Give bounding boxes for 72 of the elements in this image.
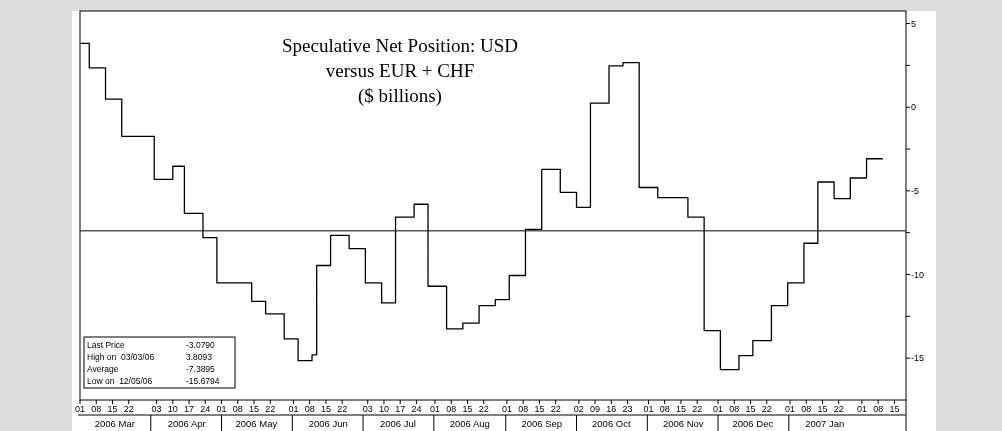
x-tick-label: 08: [659, 403, 670, 414]
x-tick-label: 22: [550, 403, 561, 414]
x-tick-label: 24: [200, 403, 211, 414]
x-tick-label: 08: [304, 403, 315, 414]
annotation: -15.6794: [186, 376, 220, 386]
x-tick-label: 22: [761, 403, 772, 414]
x-tick-label: 08: [873, 403, 884, 414]
annotation: -3.0790: [186, 340, 216, 350]
x2-tick-label: 2006 Jul: [379, 418, 416, 429]
x-tick-label: 15: [249, 403, 260, 414]
x-tick-label: 15: [320, 403, 331, 414]
annotation: Average: [87, 364, 119, 374]
x2-tick-label: 2006 Mar: [94, 418, 135, 429]
x-tick-label: 15: [817, 403, 828, 414]
x2-tick-label: 2006 Jun: [308, 418, 348, 429]
x-tick-label: 15: [889, 403, 900, 414]
x-tick-label: 16: [606, 403, 617, 414]
x-tick-label: 08: [446, 403, 457, 414]
x2-tick-label: 2006 Aug: [449, 418, 490, 429]
x-tick-label: 15: [675, 403, 686, 414]
x-tick-label: 22: [123, 403, 134, 414]
x-tick-label: 08: [91, 403, 102, 414]
x-tick-label: 03: [362, 403, 373, 414]
x-tick-label: 22: [265, 403, 276, 414]
x-tick-label: 01: [643, 403, 654, 414]
x-tick-label: 01: [429, 403, 440, 414]
x-tick-label: 01: [501, 403, 512, 414]
x-tick-label: 22: [692, 403, 703, 414]
x-tick-label: 15: [745, 403, 756, 414]
x-tick-label: 24: [411, 403, 422, 414]
annotation: -7.3895: [186, 364, 216, 374]
text: Speculative Net Position: USD versus EUR + CHF ($ billions): [282, 35, 518, 107]
y-tick-label: 5: [911, 18, 917, 29]
x-tick-label: 08: [232, 403, 243, 414]
x-tick-label: 17: [184, 403, 195, 414]
x-tick-label: 01: [713, 403, 724, 414]
y-tick-label: -15: [911, 353, 925, 364]
x-tick-label: 10: [167, 403, 178, 414]
annotation: Last Price: [87, 340, 126, 350]
annotation: Low on 12/05/06: [87, 376, 153, 386]
x-tick-label: 01: [216, 403, 227, 414]
x-tick-label: 15: [534, 403, 545, 414]
y-tick-label: -10: [911, 269, 925, 280]
x-tick-label: 01: [74, 403, 86, 414]
annotation: 3.8093: [186, 352, 213, 362]
x-tick-label: 01: [856, 403, 867, 414]
x-tick-label: 02: [573, 403, 584, 414]
x2-tick-label: 2006 Sep: [521, 418, 563, 429]
x2-tick-label: 2006 May: [235, 418, 278, 429]
x-tick-label: 17: [395, 403, 406, 414]
x-tick-label: 10: [378, 403, 389, 414]
x-tick-label: 08: [801, 403, 812, 414]
x2-tick-label: 2006 Oct: [592, 418, 631, 429]
x-tick-label: 01: [784, 403, 795, 414]
x-tick-label: 15: [462, 403, 473, 414]
x-tick-label: 03: [151, 403, 162, 414]
x-tick-label: 22: [478, 403, 489, 414]
x-tick-label: 01: [288, 403, 299, 414]
x-tick-label: 15: [107, 403, 118, 414]
annotation: High on 03/03/06: [87, 352, 155, 362]
x-tick-label: 23: [622, 403, 633, 414]
x2-tick-label: 2006 Nov: [662, 418, 704, 429]
x2-tick-label: 2006 Apr: [167, 418, 206, 429]
x-tick-label: 09: [590, 403, 601, 414]
x2-tick-label: 2007 Jan: [805, 418, 845, 429]
x-tick-label: 08: [729, 403, 740, 414]
x-tick-label: 22: [833, 403, 844, 414]
x-tick-label: 22: [337, 403, 348, 414]
y-tick-label: -5: [911, 186, 920, 197]
x-tick-label: 08: [518, 403, 529, 414]
x2-tick-label: 2006 Dec: [732, 418, 774, 429]
y-tick-label: 0: [911, 102, 917, 113]
